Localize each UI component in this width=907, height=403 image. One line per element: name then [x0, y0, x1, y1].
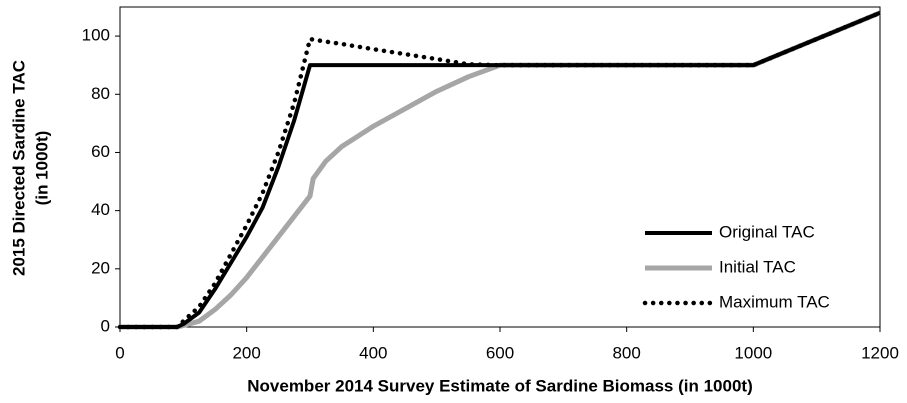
y-axis-title: 2015 Directed Sardine TAC: [9, 60, 28, 276]
x-tick-label: 1200: [861, 343, 899, 362]
legend-label: Original TAC: [719, 222, 815, 241]
x-tick-label: 0: [115, 343, 124, 362]
y-tick-label: 0: [101, 316, 110, 335]
plot-frame: [119, 6, 881, 328]
y-tick-label: 20: [91, 258, 110, 277]
y-tick-label: 80: [91, 84, 110, 103]
y-axis-title: (in 1000t): [32, 131, 51, 206]
series-line: [117, 10, 883, 330]
legend-label: Initial TAC: [719, 257, 796, 276]
x-tick-label: 400: [359, 343, 387, 362]
y-tick-label: 40: [91, 200, 110, 219]
x-tick-label: 600: [486, 343, 514, 362]
x-axis-title: November 2014 Survey Estimate of Sardine…: [247, 376, 752, 395]
legend-label: Maximum TAC: [719, 292, 830, 311]
series-line: [120, 10, 881, 329]
x-tick-label: 200: [232, 343, 260, 362]
x-tick-label: 800: [612, 343, 640, 362]
y-tick-label: 60: [91, 142, 110, 161]
x-tick-label: 1000: [734, 343, 772, 362]
y-tick-label: 100: [82, 26, 110, 45]
